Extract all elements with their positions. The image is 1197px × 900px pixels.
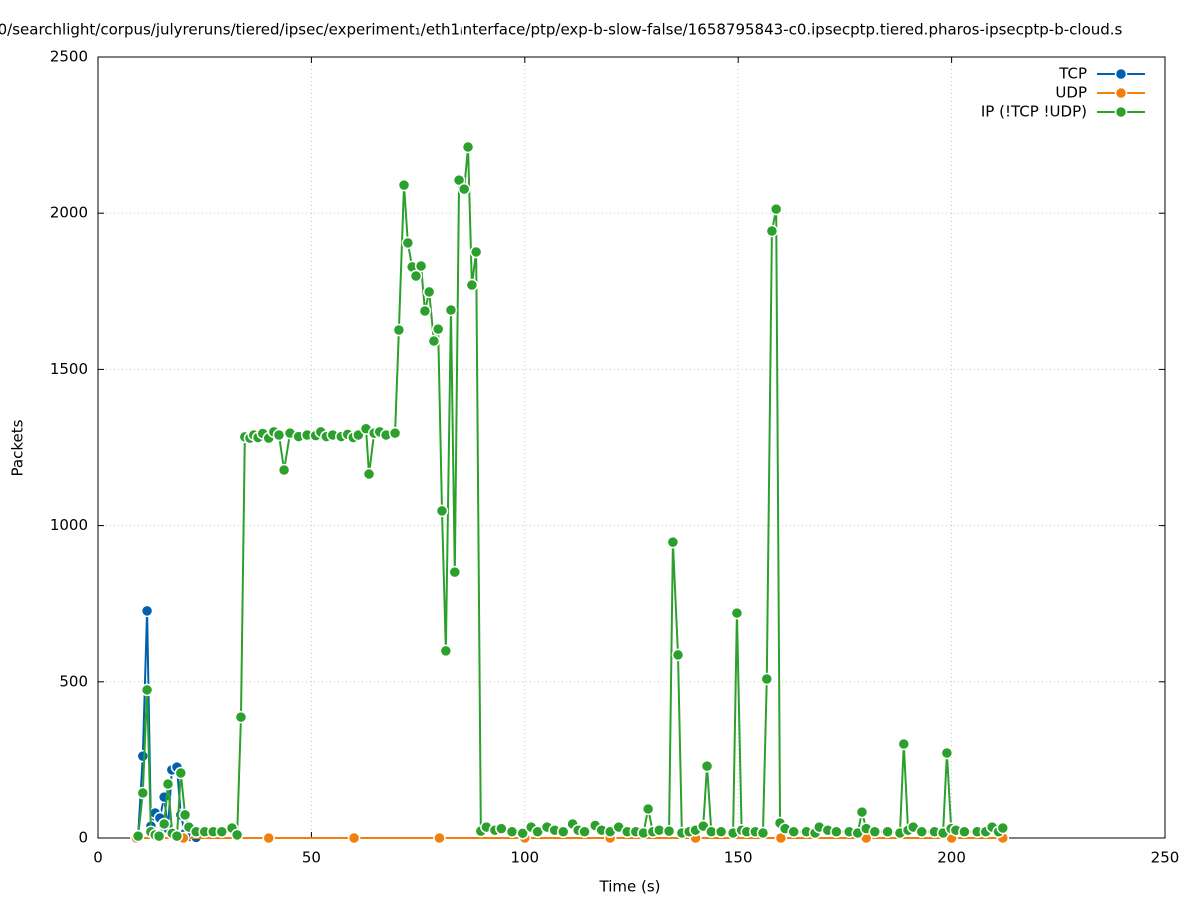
data-point bbox=[392, 323, 406, 337]
x-tick-label: 0 bbox=[93, 849, 103, 867]
data-point bbox=[765, 224, 779, 238]
data-point bbox=[855, 805, 869, 819]
data-point bbox=[958, 825, 971, 839]
data-point bbox=[881, 825, 894, 839]
data-point bbox=[465, 278, 479, 292]
data-point bbox=[505, 825, 519, 839]
y-tick-label: 1500 bbox=[50, 360, 88, 378]
data-point bbox=[178, 808, 192, 822]
legend-label: UDP bbox=[1055, 84, 1087, 102]
data-point bbox=[435, 504, 449, 518]
x-tick-label: 200 bbox=[937, 849, 966, 867]
data-point bbox=[277, 463, 291, 477]
legend-marker bbox=[1114, 67, 1128, 81]
data-point bbox=[448, 565, 462, 579]
chart-title: 0/searchlight/corpus/julyreruns/tiered/i… bbox=[0, 21, 1123, 39]
data-point bbox=[161, 777, 175, 791]
data-point bbox=[556, 825, 570, 839]
data-point bbox=[397, 178, 411, 192]
data-point bbox=[666, 535, 680, 549]
x-tick-label: 250 bbox=[1151, 849, 1180, 867]
data-point bbox=[152, 829, 166, 843]
data-point bbox=[418, 304, 432, 318]
legend-label: IP (!TCP !UDP) bbox=[981, 103, 1087, 121]
data-point bbox=[140, 683, 154, 697]
data-point bbox=[756, 826, 770, 840]
x-axis-label: Time (s) bbox=[599, 878, 661, 896]
y-axis-label: Packets bbox=[9, 419, 27, 476]
y-tick-label: 2500 bbox=[50, 48, 88, 66]
data-point bbox=[422, 285, 436, 299]
data-point bbox=[516, 827, 529, 840]
y-tick-label: 0 bbox=[78, 829, 88, 847]
data-point bbox=[409, 269, 423, 283]
data-point bbox=[868, 825, 882, 839]
data-point bbox=[897, 737, 911, 751]
data-point bbox=[760, 672, 774, 686]
data-point bbox=[940, 746, 954, 760]
data-point bbox=[495, 822, 508, 835]
x-tick-label: 150 bbox=[724, 849, 753, 867]
data-point bbox=[700, 759, 714, 773]
y-tick-label: 500 bbox=[59, 672, 88, 690]
x-tick-label: 100 bbox=[510, 849, 539, 867]
data-point bbox=[234, 710, 248, 724]
data-point bbox=[444, 303, 458, 317]
data-point bbox=[174, 766, 188, 780]
data-point bbox=[272, 428, 286, 442]
data-point bbox=[427, 334, 441, 348]
data-point bbox=[769, 202, 783, 216]
data-point bbox=[431, 322, 445, 336]
series-line bbox=[137, 610, 197, 839]
x-tick-label: 50 bbox=[302, 849, 321, 867]
data-point bbox=[136, 749, 150, 763]
data-point bbox=[401, 236, 415, 250]
data-point bbox=[641, 802, 655, 816]
legend-marker bbox=[1114, 105, 1128, 119]
data-point bbox=[730, 606, 744, 620]
data-point bbox=[170, 829, 184, 843]
data-point bbox=[362, 467, 376, 481]
y-tick-label: 2000 bbox=[50, 204, 88, 222]
data-point bbox=[157, 817, 171, 831]
legend-label: TCP bbox=[1058, 65, 1087, 83]
data-point bbox=[662, 824, 676, 838]
data-point bbox=[578, 825, 591, 839]
data-point bbox=[131, 829, 145, 843]
data-point bbox=[787, 825, 800, 839]
data-point bbox=[140, 604, 154, 618]
legend-marker bbox=[1114, 86, 1128, 100]
data-point bbox=[439, 644, 453, 658]
data-point bbox=[433, 831, 446, 845]
data-point bbox=[830, 825, 843, 839]
data-point bbox=[671, 648, 685, 662]
series-line bbox=[137, 146, 1004, 838]
data-point bbox=[714, 825, 728, 839]
data-point bbox=[457, 182, 471, 196]
data-point bbox=[347, 831, 361, 845]
data-point bbox=[414, 259, 428, 273]
plot-border bbox=[97, 56, 1166, 839]
data-point bbox=[461, 140, 475, 154]
data-point bbox=[469, 245, 483, 259]
data-point bbox=[215, 825, 229, 839]
data-point bbox=[136, 786, 150, 800]
data-point bbox=[388, 426, 402, 440]
data-point bbox=[915, 825, 928, 839]
data-point bbox=[230, 828, 244, 842]
y-tick-label: 1000 bbox=[50, 516, 88, 534]
data-point bbox=[996, 821, 1010, 835]
data-point bbox=[262, 831, 275, 845]
